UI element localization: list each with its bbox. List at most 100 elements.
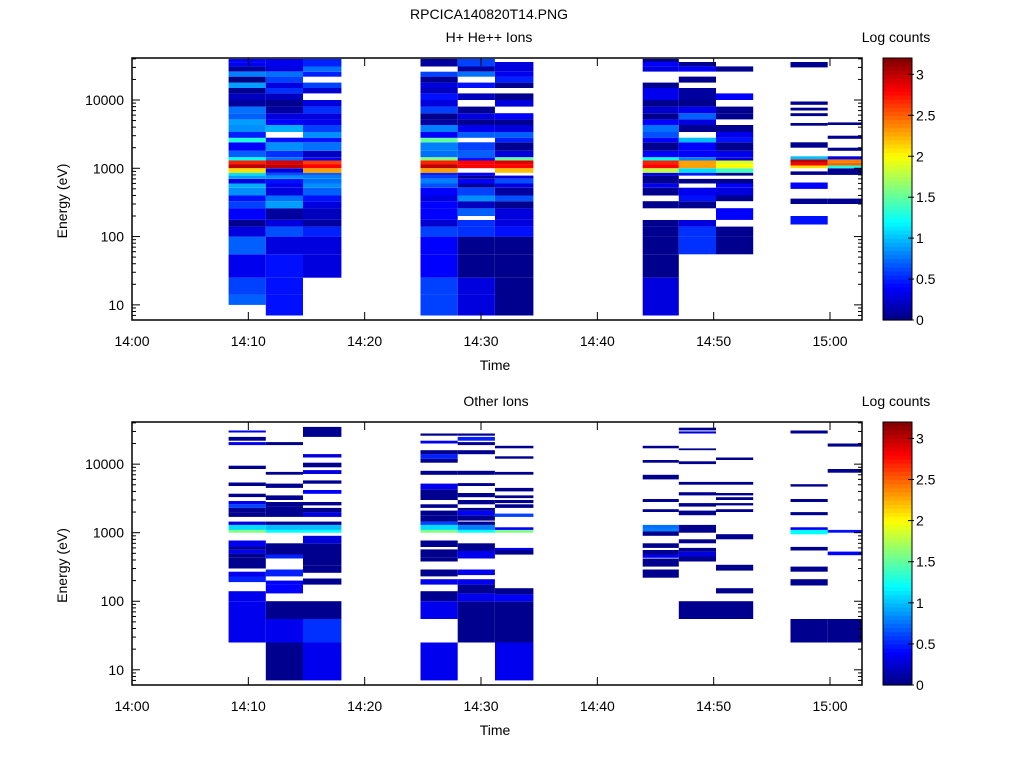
heatmap-cell — [457, 569, 495, 576]
heatmap-cell — [495, 175, 534, 179]
heatmap-cell — [457, 500, 495, 505]
heatmap-cell — [265, 236, 303, 255]
heatmap-cell — [228, 183, 266, 188]
y-tick-label: 10000 — [85, 456, 124, 472]
heatmap-cell — [265, 551, 303, 555]
heatmap-cell — [642, 113, 679, 120]
heatmap-cell — [827, 135, 862, 139]
heatmap-cell — [790, 165, 828, 169]
heatmap-cell — [228, 277, 266, 295]
heatmap-cell — [420, 489, 458, 500]
heatmap-cell — [457, 450, 495, 455]
heatmap-cell — [457, 142, 495, 151]
colorbar-segment — [883, 586, 912, 592]
heatmap-cell — [420, 236, 458, 255]
colorbar-segment — [883, 590, 912, 596]
heatmap-cell — [495, 527, 534, 530]
heatmap-cell — [678, 492, 716, 496]
colorbar-tick-label: 2.5 — [916, 107, 936, 123]
heatmap-cell — [420, 504, 458, 508]
heatmap-cell — [265, 150, 303, 158]
colorbar-segment — [883, 176, 912, 182]
heatmap-cell — [495, 547, 534, 550]
colorbar-segment — [883, 611, 912, 616]
colorbar-segment — [883, 479, 912, 485]
heatmap-cell — [420, 510, 458, 516]
heatmap-cell — [420, 195, 458, 202]
heatmap-cell — [303, 82, 342, 88]
heatmap-cell — [303, 507, 342, 513]
colorbar-segment — [883, 578, 912, 583]
heatmap-cell — [457, 470, 495, 475]
heatmap-cell — [642, 82, 679, 88]
heatmap-cell — [495, 168, 534, 173]
heatmap-cell — [265, 471, 303, 475]
heatmap-cell — [642, 160, 679, 165]
colorbar-segment — [883, 463, 912, 468]
heatmap-cell — [495, 277, 534, 316]
heatmap-cell — [303, 480, 342, 484]
colorbar-segment — [883, 184, 912, 190]
heatmap-cell — [790, 142, 828, 148]
heatmap-cell — [642, 543, 679, 548]
heatmap-cell — [790, 216, 828, 225]
heatmap-cell — [303, 462, 342, 468]
heatmap-cell — [495, 142, 534, 151]
heatmap-cell — [678, 601, 716, 619]
colorbar-segment — [883, 598, 912, 604]
colorbar-segment — [883, 528, 912, 534]
heatmap-cell — [228, 546, 266, 550]
heatmap-cell — [303, 490, 342, 494]
heatmap-cell — [228, 195, 266, 202]
colorbar-segment — [883, 291, 912, 297]
heatmap-cell — [790, 101, 828, 105]
heatmap-cell — [642, 125, 679, 132]
panel-title: H+ He++ Ions — [446, 29, 533, 45]
x-axis-label: Time — [480, 357, 511, 373]
heatmap-cell — [228, 236, 266, 255]
heatmap-cell — [265, 187, 303, 196]
colorbar-segment — [883, 594, 912, 600]
heatmap-cell — [716, 183, 754, 188]
colorbar-segment — [883, 672, 912, 678]
x-tick-label: 14:10 — [231, 333, 266, 349]
heatmap-cell — [303, 454, 342, 458]
heatmap-cell — [420, 142, 458, 151]
heatmap-cell — [303, 578, 342, 585]
heatmap-cell — [716, 601, 754, 619]
heatmap-cell — [228, 88, 266, 94]
heatmap-cell — [457, 132, 495, 138]
colorbar-segment — [883, 422, 912, 427]
colorbar-segment — [883, 164, 912, 170]
heatmap-cell — [228, 553, 266, 558]
colorbar-segment — [883, 62, 912, 67]
heatmap-cell — [303, 119, 342, 125]
heatmap-cell — [642, 201, 679, 209]
heatmap-cell — [420, 529, 458, 533]
colorbar-segment — [883, 221, 912, 227]
colorbar-segment — [883, 152, 912, 157]
heatmap-cell — [678, 150, 716, 158]
colorbar-tick-label: 2 — [916, 513, 924, 529]
heatmap-cell — [495, 100, 534, 107]
colorbar-segment — [883, 446, 912, 452]
heatmap-cell — [265, 142, 303, 151]
heatmap-cell — [642, 236, 679, 255]
heatmap-cell — [678, 62, 716, 67]
heatmap-cell — [420, 168, 458, 173]
colorbar-segment — [883, 426, 912, 431]
heatmap-cell — [228, 294, 266, 305]
colorbar-segment — [883, 549, 912, 555]
colorbar-segment — [883, 254, 912, 260]
heatmap-cell — [303, 178, 342, 184]
heatmap-cells — [228, 426, 862, 681]
y-axis: 10 100 1000 10000 — [85, 422, 862, 686]
heatmap-cell — [457, 220, 495, 227]
heatmap-cell — [228, 540, 266, 547]
heatmap-cell — [303, 164, 342, 169]
heatmap-cell — [678, 201, 716, 209]
heatmap-cell — [265, 119, 303, 125]
heatmap-cell — [678, 539, 716, 544]
colorbar-segment — [883, 303, 912, 309]
